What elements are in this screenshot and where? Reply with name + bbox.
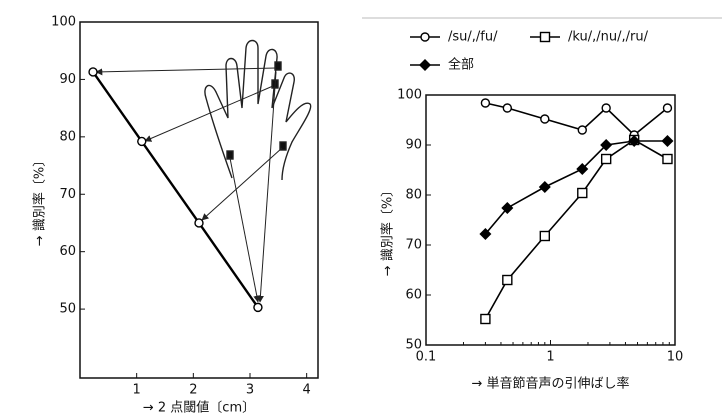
marker [578,126,586,134]
marker [602,104,610,112]
legend-label: /ku/,/nu/,/ru/ [568,30,649,45]
series-line [485,140,667,319]
plot-frame [80,22,318,378]
x-tick-label: 1 [546,350,554,365]
marker [503,104,511,112]
x-tick-label: 4 [303,383,311,398]
series-line [93,72,258,307]
marker [663,104,671,112]
x-axis-label: → 単音節音声の引伸ばし率 [471,376,629,392]
y-tick-label: 60 [405,288,422,303]
x-tick-label: 0.1 [416,350,437,365]
x-tick-label: 1 [133,383,141,398]
x-tick-label: 2 [189,383,197,398]
y-tick-label: 60 [59,244,76,259]
marker [195,219,203,227]
legend-label: /su/,/fu/ [448,30,498,45]
marker [481,99,489,107]
figure: 50607080901001234→ 2 点閾値〔cm〕→ 識別率〔%〕5060… [0,0,722,418]
marker [539,181,551,193]
y-tick-label: 50 [59,302,76,317]
x-tick-label: 10 [667,350,684,365]
marker [540,232,549,241]
series-line [485,141,667,234]
y-tick-label: 70 [59,187,76,202]
marker [503,276,512,285]
marker [661,135,673,147]
hand-illustration [205,41,311,181]
x-tick-label: 3 [246,383,254,398]
marker [254,303,262,311]
y-tick-label: 80 [405,188,422,203]
y-tick-label: 80 [59,129,76,144]
y-tick-label: 90 [59,72,76,87]
marker [481,315,490,324]
marker [541,115,549,123]
marker [663,155,672,164]
marker [541,33,550,42]
legend-label: 全部 [448,57,474,73]
marker [89,68,97,76]
y-axis-label: → 識別率〔%〕 [32,154,48,246]
marker [602,155,611,164]
marker [578,189,587,198]
marker [138,137,146,145]
marker [419,59,431,71]
series-line [485,103,667,135]
y-axis-label: → 識別率〔%〕 [380,184,396,276]
y-tick-label: 100 [51,15,76,30]
arrows [96,68,282,302]
x-axis-label: → 2 点閾値〔cm〕 [143,400,255,416]
y-tick-label: 100 [397,88,422,103]
marker [421,33,429,41]
y-tick-label: 90 [405,138,422,153]
y-tick-label: 70 [405,238,422,253]
